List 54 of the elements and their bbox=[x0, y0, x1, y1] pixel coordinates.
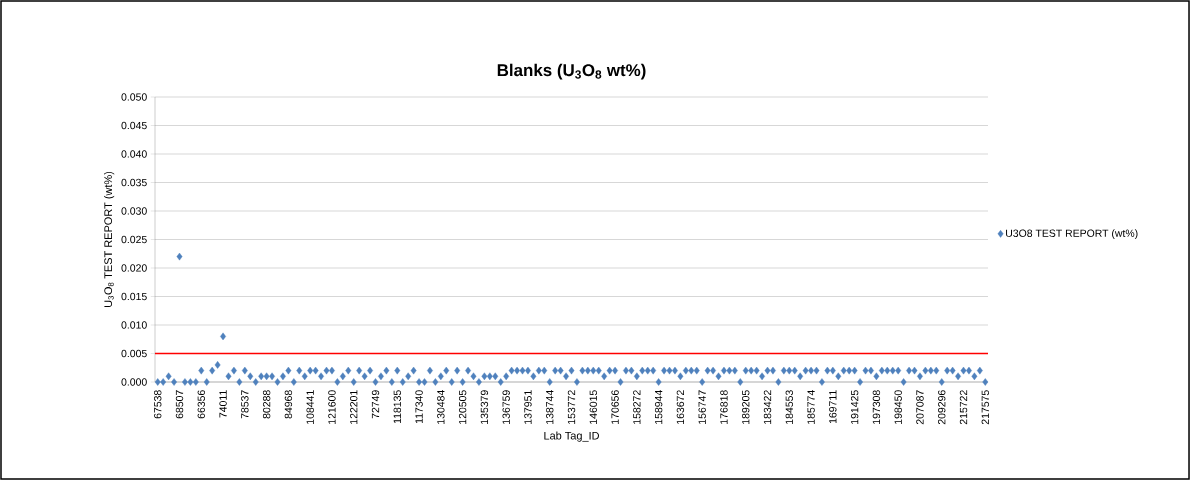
x-tick-label: 120505 bbox=[458, 390, 467, 424]
x-tick-label: 74011 bbox=[219, 390, 227, 418]
x-tick-label: 66356 bbox=[197, 390, 205, 419]
x-tick-label: 189205 bbox=[742, 390, 750, 424]
x-tick-label: 215722 bbox=[959, 390, 968, 425]
x-tick-label: 121600 bbox=[328, 390, 336, 424]
x-tick-label: 158272 bbox=[633, 390, 641, 424]
x-tick-label: 183422 bbox=[763, 390, 772, 424]
x-tick-label: 170656 bbox=[611, 390, 619, 424]
x-tick-label: 130484 bbox=[437, 390, 445, 424]
x-tick-label: 191425 bbox=[850, 390, 859, 424]
legend-label: U3O8 TEST REPORT (wt%) bbox=[1006, 229, 1138, 240]
x-tick-label: 153772 bbox=[567, 390, 576, 424]
y-tick-label: 0.005 bbox=[121, 349, 147, 358]
chart-title: Blanks (U$_{3}$O$_{8}$ wt%) bbox=[497, 63, 646, 80]
x-tick-label: 84968 bbox=[284, 390, 293, 419]
x-tick-label: 68507 bbox=[175, 390, 184, 419]
x-tick-label: 207087 bbox=[916, 390, 924, 425]
y-tick-label: 0.025 bbox=[121, 235, 147, 244]
x-tick-label: 118135 bbox=[393, 390, 401, 424]
x-tick-label: 176818 bbox=[720, 390, 728, 424]
y-tick-label: 0.015 bbox=[121, 292, 147, 301]
x-tick-label: 108441 bbox=[306, 390, 314, 424]
x-tick-label: 197308 bbox=[872, 390, 881, 424]
y-tick-label: 0.040 bbox=[121, 150, 147, 158]
x-tick-label: 158944 bbox=[654, 390, 663, 424]
y-tick-label: 0.030 bbox=[121, 207, 147, 215]
x-tick-label: 163672 bbox=[676, 390, 685, 424]
x-tick-label: 78537 bbox=[241, 390, 249, 419]
x-tick-label: 146015 bbox=[589, 390, 597, 424]
x-tick-label: 135379 bbox=[480, 390, 489, 424]
x-tick-label: 169711 bbox=[829, 390, 837, 424]
x-tick-label: 117340 bbox=[415, 390, 423, 424]
x-tick-label: 184553 bbox=[785, 390, 793, 424]
x-tick-label: 137951 bbox=[524, 390, 532, 424]
x-tick-label: 185774 bbox=[807, 390, 815, 424]
x-tick-label: 136759 bbox=[502, 390, 510, 424]
y-tick-label: 0.000 bbox=[121, 378, 147, 386]
x-tick-label: 67538 bbox=[154, 390, 162, 419]
y-tick-label: 0.050 bbox=[121, 93, 147, 101]
y-tick-label: 0.020 bbox=[121, 264, 147, 272]
x-tick-label: 198450 bbox=[894, 390, 902, 424]
x-tick-label: 80288 bbox=[262, 390, 271, 419]
x-tick-label: 209296 bbox=[938, 390, 946, 425]
x-tick-label: 72749 bbox=[371, 390, 380, 419]
x-tick-label: 217575 bbox=[981, 390, 989, 425]
y-tick-label: 0.035 bbox=[121, 178, 147, 187]
x-tick-label: 156747 bbox=[698, 390, 706, 424]
x-axis-title: Lab Tag_ID bbox=[544, 431, 599, 442]
y-tick-label: 0.045 bbox=[121, 121, 147, 130]
x-tick-label: 138744 bbox=[546, 390, 554, 424]
y-axis-title: U$_{3}$O$_{8}$ TEST REPORT (wt%) bbox=[104, 171, 115, 307]
x-tick-label: 122201 bbox=[350, 390, 358, 424]
y-tick-label: 0.010 bbox=[121, 321, 147, 329]
